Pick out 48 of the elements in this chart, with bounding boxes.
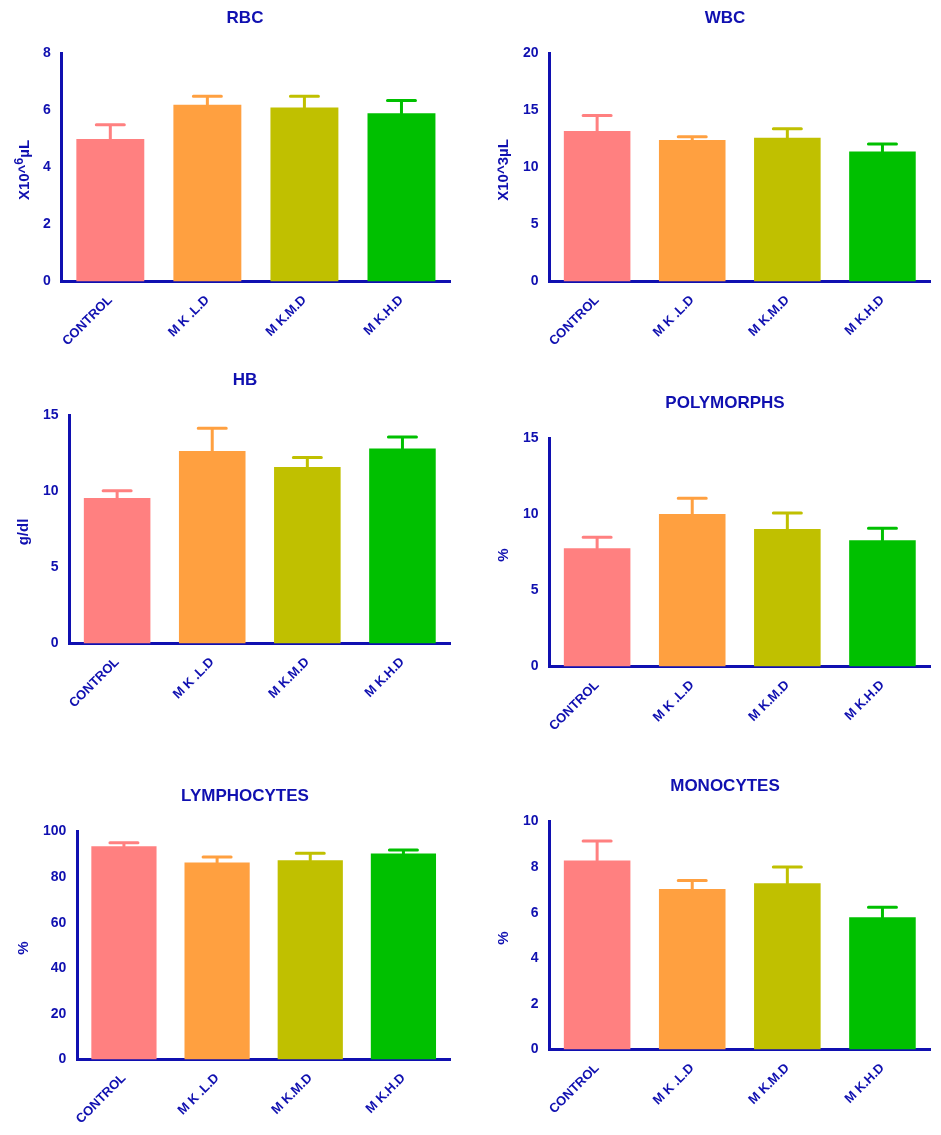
y-tick-label: 5 — [530, 215, 539, 232]
x-tick-label: M K .L.D — [174, 1070, 222, 1118]
y-tick-label: 8 — [42, 44, 51, 61]
chart-title: HB — [232, 369, 258, 389]
y-tick-label: 0 — [530, 657, 539, 674]
chart-title: RBC — [226, 7, 264, 27]
y-tick-label: 100 — [43, 822, 67, 839]
x-tick-label: M K .L.D — [164, 292, 213, 340]
bar — [370, 853, 437, 1060]
y-axis-title: g/dl — [13, 518, 31, 546]
y-tick-label: 15 — [522, 429, 539, 446]
y-tick-label: 6 — [530, 903, 539, 920]
y-tick-label: 0 — [58, 1050, 67, 1067]
y-tick-label: 0 — [50, 634, 59, 651]
y-tick-label: 5 — [50, 558, 59, 575]
y-tick-label: 10 — [522, 812, 539, 829]
chart-title: POLYMORPHS — [665, 392, 785, 412]
y-tick-label: 80 — [50, 867, 67, 884]
y-tick-label: 0 — [530, 272, 539, 289]
x-tick-label: M K .L.D — [169, 654, 217, 702]
chart-title: LYMPHOCYTES — [181, 785, 309, 805]
y-axis-title: % — [493, 548, 511, 562]
y-tick-label: 6 — [42, 101, 51, 118]
y-tick-label: 0 — [42, 272, 51, 289]
x-tick-label: M K .L.D — [649, 1060, 697, 1108]
y-tick-label: 0 — [530, 1040, 539, 1057]
y-tick-label: 4 — [42, 158, 51, 175]
y-tick-label: 2 — [42, 215, 51, 232]
y-tick-label: 20 — [50, 1004, 67, 1021]
y-tick-label: 10 — [42, 482, 59, 499]
y-tick-label: 20 — [522, 44, 539, 61]
chart-title: WBC — [704, 7, 746, 27]
y-tick-label: 2 — [530, 994, 539, 1011]
y-tick-label: 15 — [522, 101, 539, 118]
y-tick-label: 15 — [42, 406, 59, 423]
y-axis-title: % — [493, 931, 511, 945]
y-tick-label: 40 — [50, 959, 67, 976]
chart-title: MONOCYTES — [670, 775, 780, 795]
x-tick-label: M K .L.D — [649, 292, 697, 340]
y-tick-label: 60 — [50, 913, 67, 930]
y-tick-label: 10 — [522, 158, 539, 175]
x-tick-label: M K .L.D — [649, 677, 697, 725]
y-axis-title: X10^3µL — [493, 139, 511, 201]
y-axis-title: % — [13, 941, 31, 955]
y-tick-label: 4 — [530, 949, 539, 966]
y-tick-label: 10 — [522, 505, 539, 522]
y-tick-label: 5 — [530, 581, 539, 598]
y-tick-label: 8 — [530, 857, 539, 874]
